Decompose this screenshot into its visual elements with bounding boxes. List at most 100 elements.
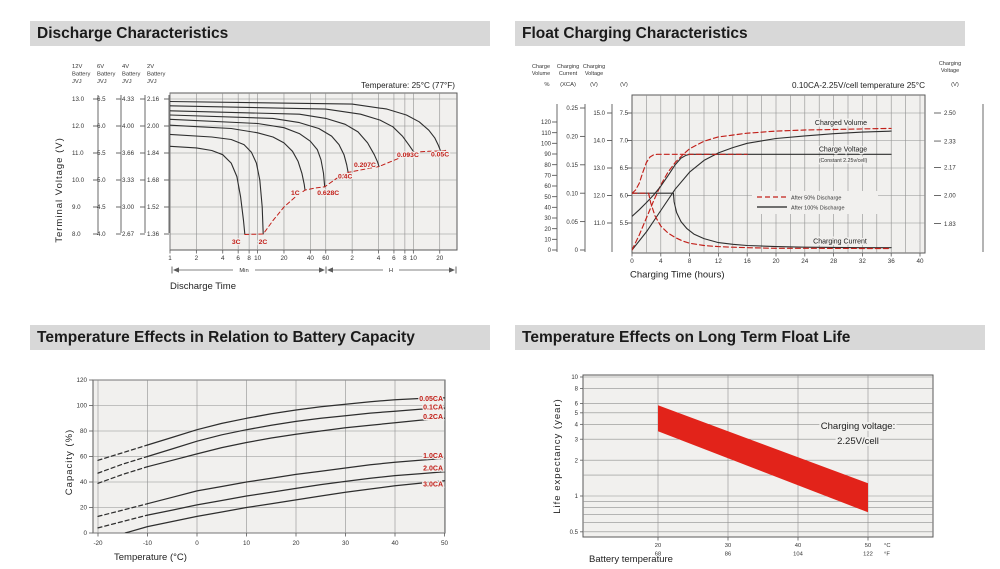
- scale-tick-label: 5.5: [620, 221, 629, 227]
- x-tick-label: 2: [195, 255, 199, 262]
- scale-tick-label: 2.17: [944, 166, 956, 172]
- curve-1C: [170, 124, 306, 191]
- arrow-left-icon: [173, 267, 179, 273]
- scale-unit: (V): [620, 82, 628, 88]
- x-tick-label: 32: [859, 258, 867, 265]
- scale-tick-label: 2.50: [944, 111, 956, 117]
- y-axis-label: Terminal Voltage (V): [54, 137, 65, 243]
- scale-tick-label: 5.0: [97, 177, 106, 184]
- scale-tick-label: 11.0: [594, 221, 606, 227]
- curve-0.628C: [170, 118, 326, 188]
- y-tick-label: 5: [575, 411, 579, 417]
- scale-unit: (V): [590, 82, 598, 88]
- scale-tick-label: 3.00: [122, 204, 135, 211]
- scale-tick-label: 60: [544, 184, 551, 190]
- scale-tick-label: 8.0: [72, 231, 81, 238]
- plot-area: [169, 92, 458, 251]
- section-title-float-charging: Float Charging Characteristics: [515, 21, 965, 46]
- curve-2C: [170, 133, 264, 235]
- curve-charged-volume-50: [632, 127, 892, 251]
- x-axis-label: Discharge Time: [170, 281, 236, 292]
- section-title-discharge: Discharge Characteristics: [30, 21, 490, 46]
- scale-unit: (V): [951, 82, 959, 88]
- curve-0.05C: [170, 100, 442, 152]
- x-tick-label-c: 20: [655, 543, 661, 549]
- scale-tick-label: 15.0: [593, 111, 605, 117]
- curve-3.0CA: [124, 480, 445, 533]
- x-tick-label: 8: [688, 258, 692, 265]
- x-unit-h: H: [389, 268, 393, 274]
- curve-2.0CA: [146, 471, 445, 516]
- y-tick-label: 1: [575, 494, 579, 500]
- x-tick-label: 10: [254, 255, 262, 262]
- scale-header: 4V: [122, 64, 129, 70]
- scale-tick-label: 4.00: [122, 123, 135, 130]
- x-axis-label: Temperature (°C): [114, 552, 187, 563]
- x-axis-label: Charging Time (hours): [630, 270, 725, 281]
- x-tick-label-c: 50: [865, 543, 871, 549]
- scale-tick-label: 1.52: [147, 204, 160, 211]
- scale-tick-label: 30: [544, 216, 551, 222]
- x-unit-min: Min: [239, 268, 248, 274]
- scale-tick-label: 50: [544, 195, 551, 201]
- section-title-temp-capacity: Temperature Effects in Relation to Batte…: [30, 325, 490, 350]
- scale-header: Charge: [532, 64, 550, 70]
- curve-0.093C: [170, 105, 415, 153]
- x-tick-label: 20: [772, 258, 780, 265]
- curve-charge-voltage-50: [632, 153, 748, 194]
- float-charging-characteristics-chart: ChargeVolume%120110100908070605040302010…: [532, 61, 984, 281]
- scale-header: Current: [559, 71, 578, 77]
- y-tick-label: 8: [575, 387, 579, 393]
- scale-unit: (XCA): [560, 82, 576, 88]
- legend-label: After 100% Discharge: [791, 206, 845, 212]
- x-tick-label: -10: [143, 540, 153, 547]
- scale-header: JVJ: [147, 79, 157, 85]
- temperature-note: Temperature: 25°C (77°F): [361, 81, 455, 90]
- scale-header: Battery: [72, 72, 90, 78]
- scale-tick-label: 1.83: [944, 222, 956, 228]
- curve-label-1.0CA: 1.0CA: [423, 453, 443, 460]
- curve-0.1CA-dashed: [97, 455, 149, 474]
- scale-tick-label: 1.68: [147, 177, 160, 184]
- curve-label-0.4C: 0.4C: [338, 173, 352, 180]
- x-tick-label-f: 68: [655, 552, 661, 558]
- curve-label-3.0CA: 3.0CA: [423, 482, 443, 489]
- scale-tick-label: 0.20: [566, 135, 578, 141]
- curve-label-0.207C: 0.207C: [354, 162, 376, 169]
- x-tick-label: 0: [630, 258, 634, 265]
- x-tick-label: 60: [322, 255, 330, 262]
- curve-label-0.628C: 0.628C: [317, 190, 339, 197]
- x-tick-label: 40: [307, 255, 315, 262]
- scale-header: 2V: [147, 64, 154, 70]
- life-expectancy-band: [658, 405, 868, 513]
- scale-header: Charging: [583, 64, 605, 70]
- x-tick-label: 4: [377, 255, 381, 262]
- y-tick-label: 0.5: [570, 530, 579, 536]
- y-axis-label: Life expectancy (year): [552, 398, 563, 513]
- y-tick-label: 40: [80, 479, 88, 486]
- x-tick-label: 20: [436, 255, 444, 262]
- scale-tick-label: 3.66: [122, 150, 135, 157]
- scale-header: Battery: [97, 72, 115, 78]
- scale-tick-label: 10: [544, 238, 551, 244]
- scale-tick-label: 2.00: [944, 194, 956, 200]
- x-tick-label-c: 40: [795, 543, 801, 549]
- x-tick-label: 6: [392, 255, 396, 262]
- curve-charged-volume-100: [632, 130, 892, 251]
- scale-tick-label: 20: [544, 227, 551, 233]
- arrow-left-icon: [327, 267, 333, 273]
- curve-label-0.2CA: 0.2CA: [423, 414, 443, 421]
- scale-header: Battery: [147, 72, 165, 78]
- x-tick-label: 28: [830, 258, 838, 265]
- scale-tick-label: 40: [544, 206, 551, 212]
- scale-tick-label: 4.5: [97, 204, 106, 211]
- plot-area: [631, 94, 926, 254]
- x-tick-label: 20: [292, 540, 300, 547]
- y-tick-label: 4: [575, 423, 579, 429]
- scale-tick-label: 7.0: [620, 139, 629, 145]
- y-tick-label: 60: [80, 454, 88, 461]
